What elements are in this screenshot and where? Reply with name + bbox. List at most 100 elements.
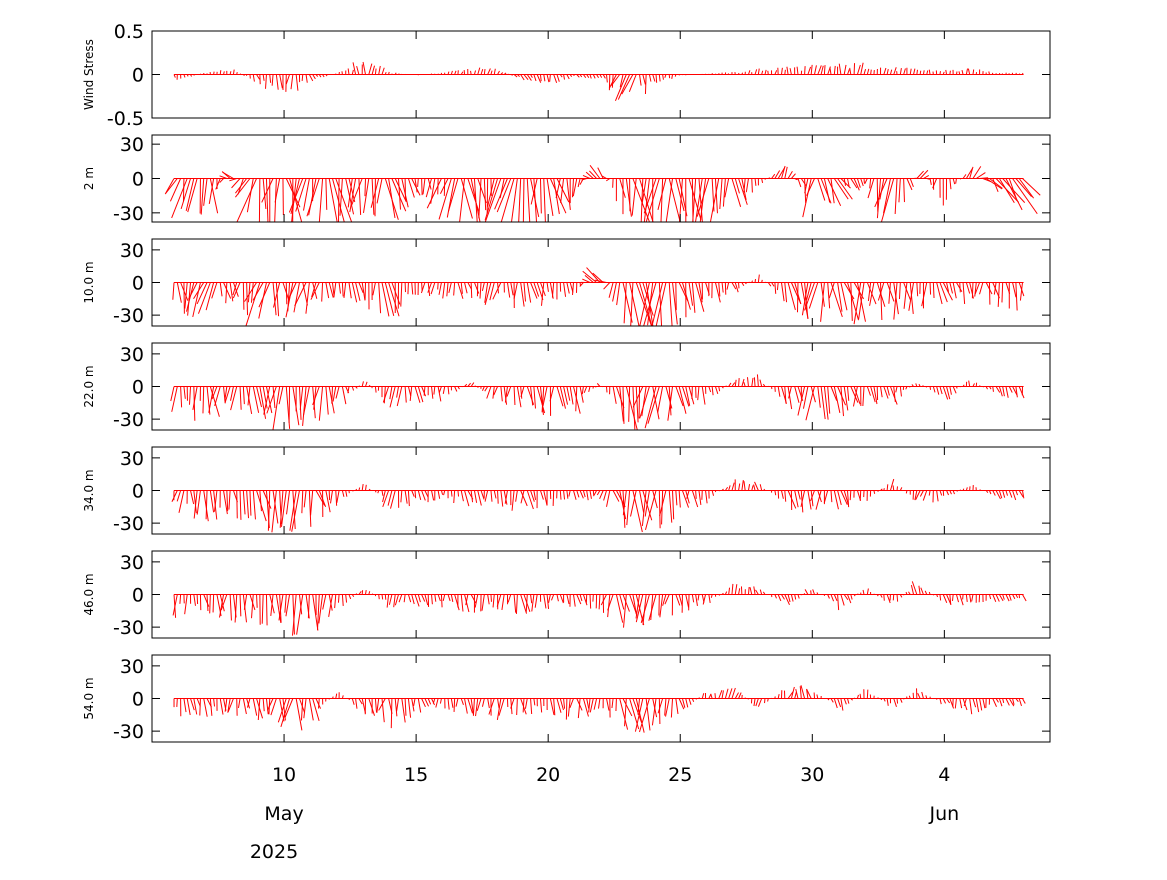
stick bbox=[257, 595, 258, 608]
stick bbox=[389, 72, 390, 75]
stick bbox=[375, 69, 376, 75]
y-tick-label: 30 bbox=[120, 552, 144, 574]
panel-1-ylabel: Wind Stress bbox=[82, 39, 96, 110]
stick bbox=[550, 75, 551, 82]
stick bbox=[566, 699, 567, 720]
y-tick-label: 0.5 bbox=[114, 21, 144, 43]
stick bbox=[659, 699, 660, 724]
panel-7-ylabel: 54.0 m bbox=[82, 677, 96, 719]
stick bbox=[210, 595, 211, 614]
stick bbox=[675, 75, 676, 77]
panel-5-ylabel: 34.0 m bbox=[82, 469, 96, 511]
stick bbox=[213, 595, 214, 613]
stick bbox=[824, 65, 825, 74]
stick bbox=[768, 699, 769, 702]
panel-4-ylabel: 22.0 m bbox=[82, 365, 96, 407]
stick bbox=[940, 595, 941, 601]
stick bbox=[338, 179, 339, 228]
stick bbox=[523, 179, 524, 227]
stick bbox=[754, 377, 755, 386]
y-tick-label: -30 bbox=[113, 513, 144, 535]
panel-2-ylabel: 2 m bbox=[82, 167, 96, 190]
x-tick-label: 15 bbox=[404, 764, 428, 786]
stick bbox=[365, 590, 366, 594]
stick bbox=[956, 387, 957, 389]
stick bbox=[415, 491, 416, 499]
stick bbox=[379, 595, 380, 600]
y-tick-label: -30 bbox=[113, 617, 144, 639]
stick bbox=[950, 71, 951, 75]
stick bbox=[237, 72, 238, 74]
stick bbox=[338, 595, 339, 603]
stick bbox=[811, 590, 812, 594]
stick bbox=[240, 74, 241, 75]
stick bbox=[382, 595, 383, 600]
y-tick-label: 30 bbox=[120, 344, 144, 366]
stick bbox=[593, 491, 594, 497]
stick bbox=[930, 283, 931, 295]
stick bbox=[237, 491, 238, 519]
stick bbox=[365, 179, 366, 197]
stick bbox=[607, 387, 608, 393]
stick bbox=[952, 595, 953, 601]
stick bbox=[980, 490, 981, 491]
stick bbox=[266, 595, 267, 626]
stick bbox=[352, 491, 353, 492]
stick bbox=[867, 690, 868, 699]
stick bbox=[471, 71, 472, 75]
stick bbox=[917, 70, 918, 75]
stick bbox=[725, 386, 726, 387]
y-tick-label: 30 bbox=[120, 134, 144, 156]
stick bbox=[696, 699, 697, 700]
stick bbox=[471, 283, 472, 298]
stick bbox=[920, 71, 921, 75]
stick bbox=[923, 385, 924, 386]
stick bbox=[399, 74, 400, 75]
stick bbox=[332, 387, 333, 404]
stick bbox=[929, 592, 930, 595]
stick bbox=[972, 283, 973, 299]
stick bbox=[906, 491, 907, 494]
y-tick-label: -30 bbox=[113, 203, 144, 225]
y-tick-label: 0 bbox=[132, 65, 144, 87]
x-tick-label: 10 bbox=[272, 764, 296, 786]
stick bbox=[359, 386, 360, 387]
stick bbox=[214, 72, 215, 75]
y-tick-label: 0 bbox=[132, 481, 144, 503]
stick bbox=[887, 484, 888, 490]
stick bbox=[696, 491, 697, 499]
stick bbox=[752, 281, 753, 283]
stick bbox=[857, 594, 858, 595]
stick bbox=[956, 491, 957, 492]
stick bbox=[960, 490, 961, 491]
month-label: May bbox=[264, 803, 303, 825]
stick bbox=[739, 378, 740, 386]
stick bbox=[553, 491, 554, 506]
stick bbox=[940, 71, 941, 74]
stick bbox=[871, 70, 872, 75]
stick bbox=[850, 491, 851, 501]
x-tick-label: 4 bbox=[938, 764, 950, 786]
stick bbox=[372, 594, 373, 595]
y-tick-label: -30 bbox=[113, 305, 144, 327]
y-tick-label: 0 bbox=[132, 169, 144, 191]
stick bbox=[742, 73, 743, 75]
stick bbox=[897, 595, 898, 602]
y-tick-label: 0 bbox=[132, 377, 144, 399]
stick bbox=[860, 694, 861, 699]
stick bbox=[877, 179, 878, 212]
stick bbox=[719, 595, 720, 596]
stick bbox=[177, 699, 178, 707]
stick bbox=[860, 491, 861, 501]
stick bbox=[422, 179, 423, 196]
stick bbox=[391, 699, 392, 729]
stick bbox=[909, 387, 910, 388]
stick bbox=[573, 75, 574, 76]
stick bbox=[993, 387, 994, 392]
stick bbox=[474, 386, 475, 387]
stick bbox=[302, 75, 303, 81]
stick bbox=[877, 698, 878, 699]
stick bbox=[375, 387, 376, 393]
stick bbox=[451, 491, 452, 497]
